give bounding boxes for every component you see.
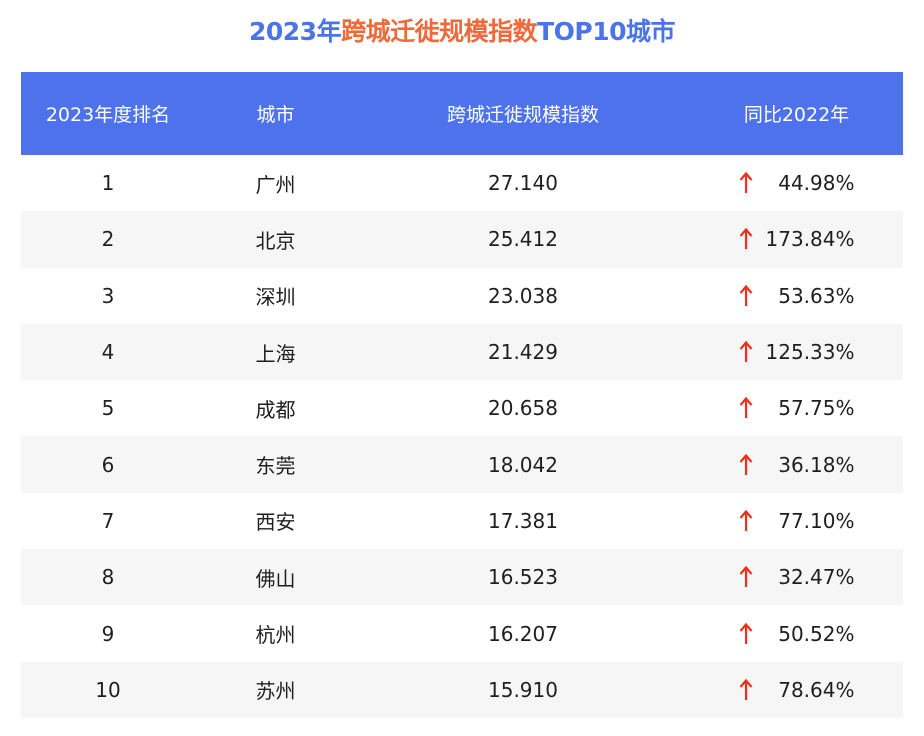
table-row: 5 成都 20.658 57.75% <box>21 380 903 437</box>
change-percent: 36.18% <box>778 452 855 477</box>
city-cell: 深圳 <box>255 285 296 310</box>
table-row: 6 东莞 18.042 36.18% <box>21 436 903 493</box>
index-cell: 23.038 <box>488 283 558 308</box>
rank-cell: 9 <box>101 621 115 646</box>
change-wrapper: 57.75% <box>739 396 855 420</box>
change-cell: 44.98% <box>690 171 903 195</box>
change-percent: 77.10% <box>778 508 855 533</box>
rank-cell: 4 <box>101 340 115 365</box>
rank-cell: 3 <box>101 283 115 308</box>
rank-cell: 5 <box>101 396 115 421</box>
change-percent: 173.84% <box>765 227 855 252</box>
change-percent: 50.52% <box>778 621 855 646</box>
table-row: 8 佛山 16.523 32.47% <box>21 549 903 606</box>
change-wrapper: 125.33% <box>739 340 855 364</box>
change-percent: 44.98% <box>778 171 855 196</box>
table-row: 7 西安 17.381 77.10% <box>21 492 903 550</box>
rank-cell: 2 <box>101 227 115 252</box>
rank-cell: 6 <box>101 452 115 477</box>
up-arrow-icon <box>739 284 752 306</box>
change-percent: 53.63% <box>778 283 855 308</box>
index-cell: 21.429 <box>488 340 558 365</box>
table-row: 2 北京 25.412 173.84% <box>21 211 903 268</box>
city-cell: 北京 <box>255 228 296 253</box>
change-wrapper: 44.98% <box>739 171 855 195</box>
change-wrapper: 50.52% <box>739 622 855 646</box>
change-cell: 57.75% <box>690 396 903 420</box>
change-cell: 53.63% <box>690 284 903 308</box>
city-cell: 上海 <box>255 341 296 366</box>
table-row: 10 苏州 15.910 78.64% <box>21 661 903 718</box>
table-body: 1 广州 27.140 44.98% 2 北京 25.412 173.84% 3 深圳 23.038… <box>21 155 903 718</box>
city-cell: 东莞 <box>255 454 296 479</box>
index-cell: 27.140 <box>488 171 558 196</box>
up-arrow-icon <box>739 340 752 363</box>
index-cell: 16.523 <box>488 565 558 590</box>
up-arrow-icon <box>739 171 752 194</box>
rank-cell: 8 <box>101 565 115 590</box>
index-cell: 18.042 <box>488 452 558 477</box>
index-cell: 17.381 <box>488 508 558 533</box>
ranking-table: 2023年度排名 城市 跨城迁徙规模指数 同比2022年 1 广州 27.140 44… <box>21 72 903 718</box>
change-cell: 32.47% <box>690 565 903 589</box>
title-suffix: TOP10城市 <box>537 17 676 46</box>
change-percent: 125.33% <box>765 340 855 365</box>
change-wrapper: 36.18% <box>739 453 855 477</box>
change-percent: 78.64% <box>778 677 855 702</box>
city-cell: 成都 <box>255 397 296 422</box>
change-percent: 57.75% <box>778 396 855 421</box>
header-index: 跨城迁徙规模指数 <box>446 104 599 126</box>
city-cell: 苏州 <box>255 679 296 704</box>
up-arrow-icon <box>739 228 752 250</box>
up-arrow-icon <box>739 566 752 588</box>
index-cell: 20.658 <box>488 396 558 421</box>
change-wrapper: 32.47% <box>739 565 855 589</box>
table-row: 9 杭州 16.207 50.52% <box>21 605 903 662</box>
rank-cell: 7 <box>101 508 115 533</box>
index-cell: 16.207 <box>488 621 558 646</box>
chart-title: 2023年跨城迁徙规模指数TOP10城市 <box>0 14 924 50</box>
city-cell: 杭州 <box>255 623 296 648</box>
header-city: 城市 <box>256 104 295 126</box>
change-percent: 32.47% <box>778 565 855 590</box>
change-wrapper: 173.84% <box>739 227 855 251</box>
change-cell: 77.10% <box>690 509 903 533</box>
change-wrapper: 77.10% <box>739 509 855 533</box>
change-cell: 36.18% <box>690 453 903 477</box>
title-metric: 跨城迁徙规模指数 <box>341 17 538 46</box>
change-cell: 78.64% <box>690 678 903 702</box>
rank-cell: 10 <box>95 677 121 702</box>
header-rank: 2023年度排名 <box>45 104 171 126</box>
up-arrow-icon <box>739 622 752 644</box>
change-cell: 50.52% <box>690 622 903 646</box>
up-arrow-icon <box>739 509 752 531</box>
rank-cell: 1 <box>101 171 115 196</box>
index-cell: 15.910 <box>488 677 558 702</box>
header-change: 同比2022年 <box>743 104 850 126</box>
table-row: 3 深圳 23.038 53.63% <box>21 267 903 324</box>
change-cell: 173.84% <box>690 227 903 251</box>
title-year: 2023年 <box>248 17 342 46</box>
change-cell: 125.33% <box>690 340 903 364</box>
city-cell: 佛山 <box>255 566 296 591</box>
index-cell: 25.412 <box>488 227 558 252</box>
up-arrow-icon <box>739 453 752 475</box>
change-wrapper: 78.64% <box>739 678 855 702</box>
city-cell: 西安 <box>255 510 296 535</box>
up-arrow-icon <box>739 678 752 700</box>
table-header: 2023年度排名 城市 跨城迁徙规模指数 同比2022年 <box>21 72 903 155</box>
table-row: 4 上海 21.429 125.33% <box>21 323 903 381</box>
table-row: 1 广州 27.140 44.98% <box>21 155 903 212</box>
up-arrow-icon <box>739 397 752 419</box>
city-cell: 广州 <box>255 172 296 197</box>
change-wrapper: 53.63% <box>739 284 855 308</box>
